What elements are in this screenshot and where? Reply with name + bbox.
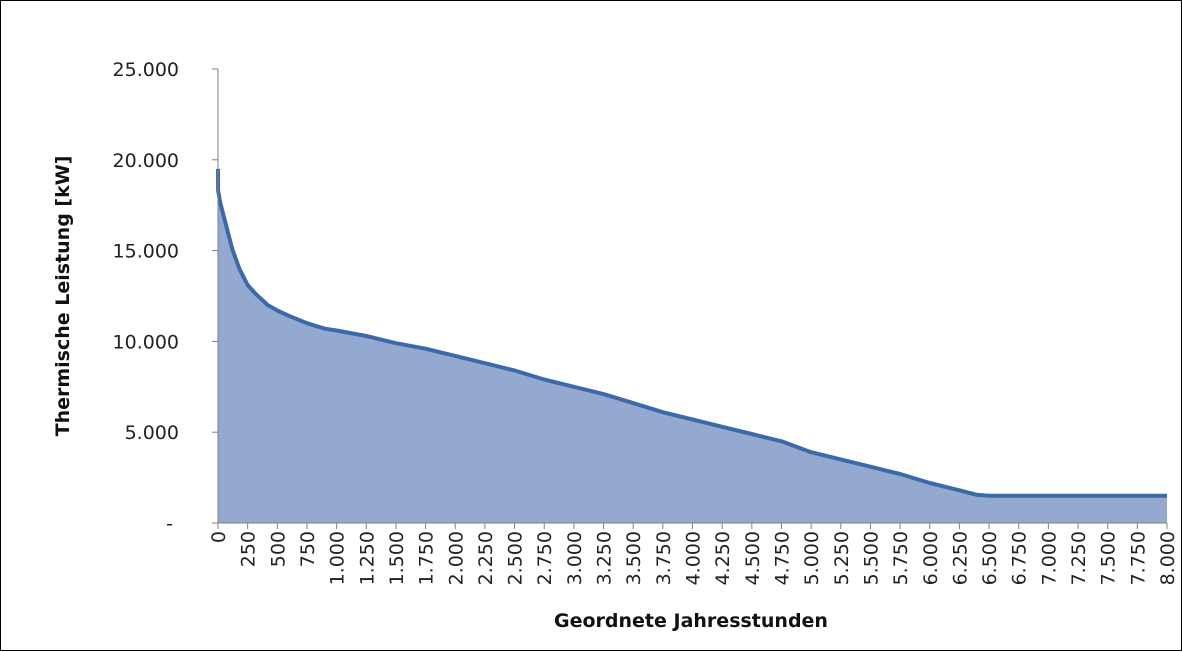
x-tick-label: 1.250	[356, 531, 378, 585]
x-tick-label: 4.250	[712, 531, 734, 585]
x-tick-label: 5.750	[890, 531, 912, 585]
series-line	[216, 168, 1167, 498]
series-area-group	[216, 168, 1167, 523]
y-tick-label: 25.000	[113, 59, 179, 81]
y-axis-title: Thermische Leistung [kW]	[52, 156, 74, 437]
y-tick-label: 10.000	[113, 331, 179, 353]
x-tick-label: 4.500	[742, 531, 764, 585]
x-tick-label: 1.000	[327, 531, 349, 585]
y-tick-label: 15.000	[113, 241, 179, 263]
y-tick-label: -	[166, 513, 173, 535]
x-tick-label: 7.500	[1098, 531, 1120, 585]
x-tick-label: 0	[208, 531, 230, 543]
x-tick-label: 1.500	[386, 531, 408, 585]
x-tick-label: 8.000	[1157, 531, 1179, 585]
x-tick-label: 2.250	[475, 531, 497, 585]
x-tick-label: 2.000	[445, 531, 467, 585]
x-tick-label: 3.750	[653, 531, 675, 585]
x-tick-label: 7.250	[1068, 531, 1090, 585]
x-tick-label: 4.000	[683, 531, 705, 585]
x-tick-label: 6.000	[920, 531, 942, 585]
x-tick-label: 1.750	[416, 531, 438, 585]
x-tick-label: 500	[267, 531, 289, 567]
y-tick-label: 5.000	[125, 422, 179, 444]
x-tick-label: 3.000	[564, 531, 586, 585]
x-tick-label: 6.500	[979, 531, 1001, 585]
y-tick-label: 20.000	[113, 150, 179, 172]
x-tick-label: 5.250	[831, 531, 853, 585]
x-tick-label: 5.500	[860, 531, 882, 585]
x-tick-label: 3.250	[594, 531, 616, 585]
x-ticks-group: 0 250 500 750 1.000 1.250 1.500 1.750 2.000 2.250…	[208, 523, 1179, 585]
x-tick-label: 3.500	[623, 531, 645, 585]
x-tick-label: 4.750	[772, 531, 794, 585]
x-tick-label: 750	[297, 531, 319, 567]
x-tick-label: 5.000	[801, 531, 823, 585]
y-ticks-group: - 5.000 10.000 15.000 20.000 25.000	[113, 59, 218, 535]
x-tick-label: 250	[238, 531, 260, 567]
x-tick-label: 2.500	[505, 531, 527, 585]
x-tick-label: 7.750	[1127, 531, 1149, 585]
x-tick-label: 7.000	[1038, 531, 1060, 585]
x-tick-label: 2.750	[534, 531, 556, 585]
x-axis-title: Geordnete Jahresstunden	[554, 610, 828, 632]
x-tick-label: 6.750	[1009, 531, 1031, 585]
series-area-fill	[218, 168, 1167, 523]
x-tick-label: 6.250	[949, 531, 971, 585]
